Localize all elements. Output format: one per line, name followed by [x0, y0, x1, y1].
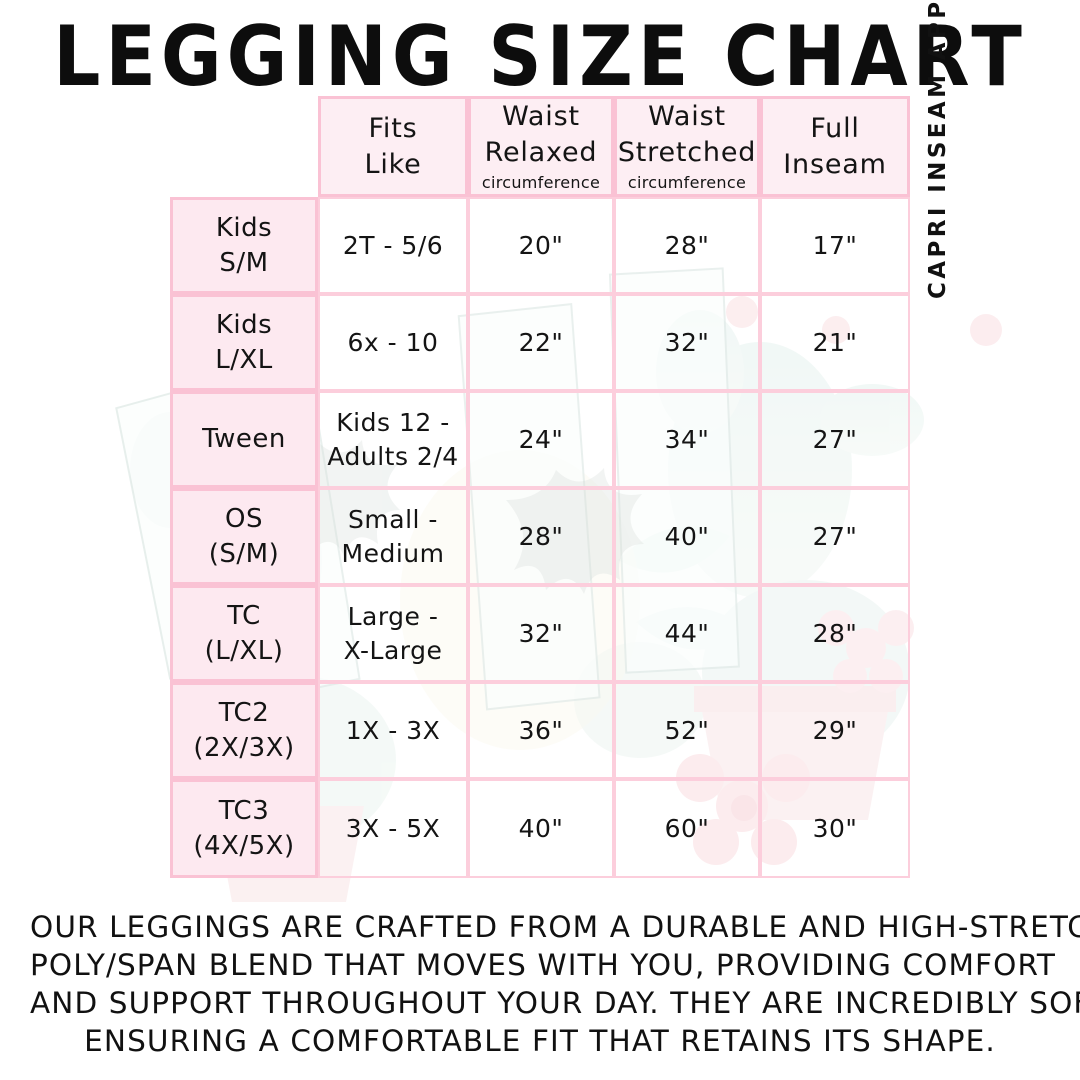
table-cell-inseam: 27"	[760, 391, 910, 488]
size-line-1: Tween	[202, 424, 286, 454]
fits-line-2: X-Large	[343, 635, 443, 665]
table-cell-inseam: 27"	[760, 488, 910, 585]
header-subtext: circumference	[627, 173, 747, 192]
table-row-size-label: Kids S/M	[170, 197, 318, 294]
fits-line-1: 1X - 3X	[345, 715, 441, 745]
table-cell-fits-like: 2T - 5/6	[318, 197, 468, 294]
table-row-size-label: TC3 (4X/5X)	[170, 779, 318, 878]
description-line-4: ENSURING A COMFORTABLE FIT THAT RETAINS …	[84, 1024, 996, 1058]
description-paragraph: OUR LEGGINGS ARE CRAFTED FROM A DURABLE …	[30, 908, 1080, 1060]
fits-line-2: Medium	[341, 538, 445, 568]
fits-line-1: Large -	[347, 601, 439, 631]
table-cell-waist-stretched: 34"	[614, 391, 760, 488]
description-line-3: AND SUPPORT THROUGHOUT YOUR DAY. THEY AR…	[30, 986, 1080, 1020]
table-cell-inseam: 30"	[760, 779, 910, 878]
header-line-1: Full	[810, 112, 860, 144]
size-line-2: L/XL	[215, 344, 273, 375]
table-row-size-label: Tween	[170, 391, 318, 488]
table-row-size-label: Kids L/XL	[170, 294, 318, 391]
fits-line-1: Kids 12 -	[336, 407, 450, 437]
table-cell-inseam: 29"	[760, 682, 910, 779]
fits-line-1: 3X - 5X	[345, 813, 441, 843]
column-header-fits-like: Fits Like	[318, 96, 468, 197]
fits-line-2: Adults 2/4	[327, 441, 459, 471]
table-cell-fits-like: 3X - 5X	[318, 779, 468, 878]
header-line-1: Fits	[368, 112, 418, 144]
table-grid: Fits Like Waist Relaxed circumference Wa…	[170, 96, 910, 878]
size-line-1: TC3	[218, 795, 270, 826]
fits-line-1: 2T - 5/6	[342, 230, 444, 260]
header-line-1: Waist	[648, 101, 726, 132]
description-line-2: POLY/SPAN BLEND THAT MOVES WITH YOU, PRO…	[30, 948, 1057, 982]
fits-line-1: Small -	[348, 504, 438, 534]
size-line-2: (2X/3X)	[193, 732, 295, 763]
table-cell-waist-stretched: 28"	[614, 197, 760, 294]
size-line-1: TC2	[218, 697, 270, 728]
column-header-full-inseam: Full Inseam	[760, 96, 910, 197]
fits-line-1: 6x - 10	[347, 327, 439, 357]
size-line-2: (S/M)	[208, 538, 280, 569]
table-cell-inseam: 21"	[760, 294, 910, 391]
table-cell-waist-stretched: 60"	[614, 779, 760, 878]
header-line-2: Like	[364, 148, 422, 180]
table-row-size-label: TC2 (2X/3X)	[170, 682, 318, 779]
column-header-waist-relaxed: Waist Relaxed circumference	[468, 96, 614, 197]
table-cell-waist-relaxed: 22"	[468, 294, 614, 391]
column-header-waist-stretched: Waist Stretched circumference	[614, 96, 760, 197]
table-cell-waist-relaxed: 36"	[468, 682, 614, 779]
size-line-2: S/M	[219, 247, 269, 278]
table-cell-waist-stretched: 44"	[614, 585, 760, 682]
size-line-2: (4X/5X)	[193, 830, 295, 861]
size-line-2: (L/XL)	[204, 635, 284, 666]
header-line-2: Relaxed	[484, 137, 598, 168]
header-line-2: Stretched	[617, 137, 757, 168]
table-cell-fits-like: Small - Medium	[318, 488, 468, 585]
table-cell-waist-stretched: 52"	[614, 682, 760, 779]
table-cell-waist-stretched: 40"	[614, 488, 760, 585]
table-cell-waist-relaxed: 40"	[468, 779, 614, 878]
size-line-1: TC	[227, 600, 261, 631]
table-cell-inseam: 28"	[760, 585, 910, 682]
size-line-1: OS	[225, 503, 263, 534]
table-cell-waist-relaxed: 20"	[468, 197, 614, 294]
page-title: LEGGING SIZE CHART	[53, 8, 1027, 105]
table-cell-fits-like: 6x - 10	[318, 294, 468, 391]
size-line-1: Kids	[215, 212, 273, 243]
table-cell-fits-like: 1X - 3X	[318, 682, 468, 779]
table-cell-waist-relaxed: 32"	[468, 585, 614, 682]
table-cell-inseam: 17"	[760, 197, 910, 294]
header-line-2: Inseam	[783, 148, 887, 180]
table-row-size-label: OS (S/M)	[170, 488, 318, 585]
size-chart-table: Fits Like Waist Relaxed circumference Wa…	[170, 96, 910, 878]
table-row-size-label: TC (L/XL)	[170, 585, 318, 682]
size-line-1: Kids	[215, 309, 273, 340]
table-cell-fits-like: Large - X-Large	[318, 585, 468, 682]
table-cell-waist-relaxed: 24"	[468, 391, 614, 488]
table-cell-waist-relaxed: 28"	[468, 488, 614, 585]
table-cell-fits-like: Kids 12 - Adults 2/4	[318, 391, 468, 488]
header-subtext: circumference	[481, 173, 601, 192]
description-line-1: OUR LEGGINGS ARE CRAFTED FROM A DURABLE …	[30, 910, 1080, 944]
table-cell-waist-stretched: 32"	[614, 294, 760, 391]
header-line-1: Waist	[502, 101, 580, 132]
capri-inseam-note: CAPRI INSEAM APPROX 8 INCHES SHORTER	[916, 0, 960, 299]
